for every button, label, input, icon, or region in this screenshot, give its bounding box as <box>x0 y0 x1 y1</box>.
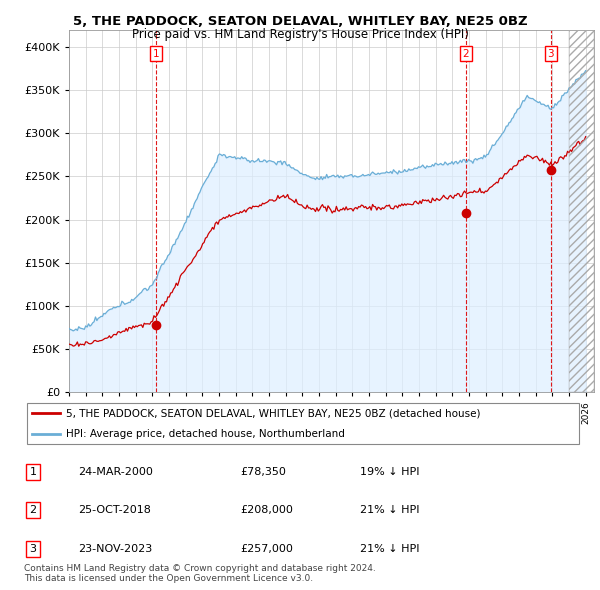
Text: Price paid vs. HM Land Registry's House Price Index (HPI): Price paid vs. HM Land Registry's House … <box>131 28 469 41</box>
Text: 5, THE PADDOCK, SEATON DELAVAL, WHITLEY BAY, NE25 0BZ (detached house): 5, THE PADDOCK, SEATON DELAVAL, WHITLEY … <box>66 408 481 418</box>
Text: 3: 3 <box>547 48 554 58</box>
Text: 1: 1 <box>153 48 160 58</box>
Text: 25-OCT-2018: 25-OCT-2018 <box>78 506 151 515</box>
Text: 24-MAR-2000: 24-MAR-2000 <box>78 467 153 477</box>
Text: £78,350: £78,350 <box>240 467 286 477</box>
Text: 23-NOV-2023: 23-NOV-2023 <box>78 544 152 553</box>
Text: 3: 3 <box>29 544 37 553</box>
Text: 19% ↓ HPI: 19% ↓ HPI <box>360 467 419 477</box>
Text: 1: 1 <box>29 467 37 477</box>
Text: HPI: Average price, detached house, Northumberland: HPI: Average price, detached house, Nort… <box>66 428 345 438</box>
Text: £257,000: £257,000 <box>240 544 293 553</box>
Text: 21% ↓ HPI: 21% ↓ HPI <box>360 506 419 515</box>
Text: £208,000: £208,000 <box>240 506 293 515</box>
Text: 2: 2 <box>29 506 37 515</box>
Text: 5, THE PADDOCK, SEATON DELAVAL, WHITLEY BAY, NE25 0BZ: 5, THE PADDOCK, SEATON DELAVAL, WHITLEY … <box>73 15 527 28</box>
FancyBboxPatch shape <box>27 402 579 444</box>
Text: 21% ↓ HPI: 21% ↓ HPI <box>360 544 419 553</box>
Text: Contains HM Land Registry data © Crown copyright and database right 2024.
This d: Contains HM Land Registry data © Crown c… <box>24 563 376 583</box>
Text: 2: 2 <box>463 48 469 58</box>
